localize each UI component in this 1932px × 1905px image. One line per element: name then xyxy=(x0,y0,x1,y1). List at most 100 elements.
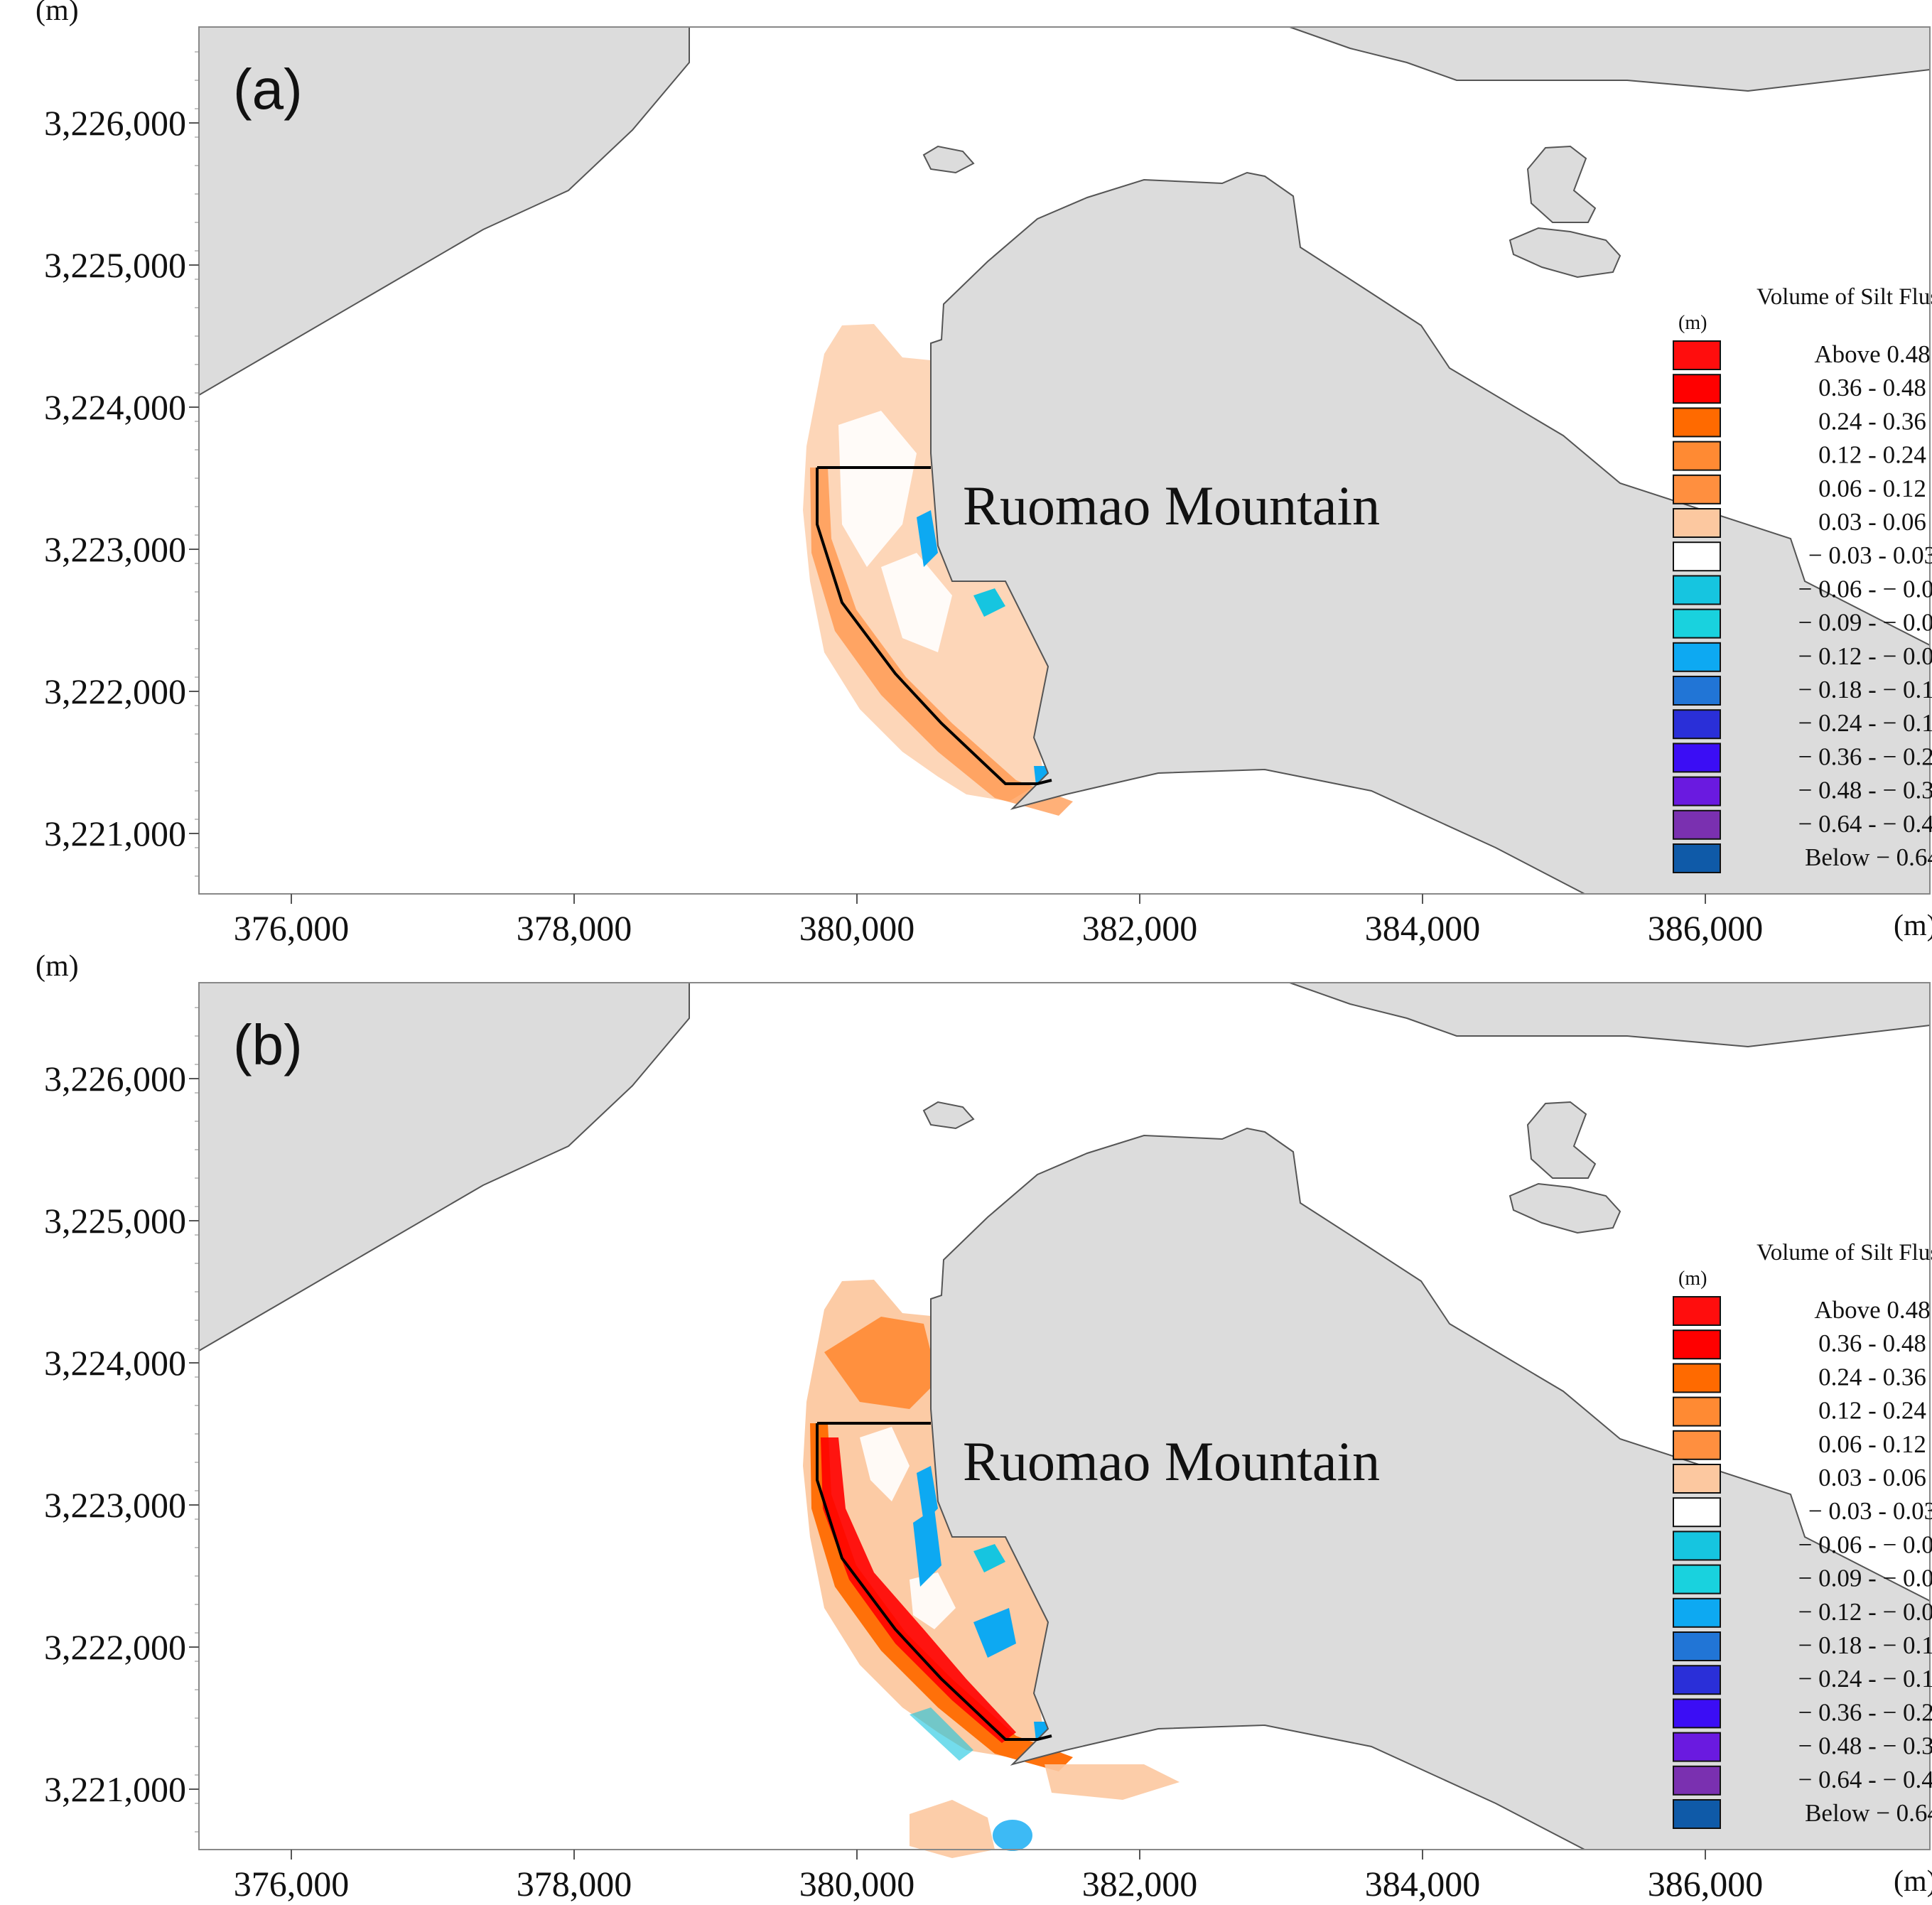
legend: Volume of Silt Flushing (m) Above 0.48 0.36… xyxy=(1673,284,1932,873)
legend-swatch xyxy=(1673,407,1721,438)
legend-label: 0.12 - 0.24 xyxy=(1818,441,1926,469)
legend-label: − 0.18 - − 0.12 xyxy=(1798,1631,1932,1659)
legend-title: Volume of Silt Flushing xyxy=(1756,1240,1932,1265)
legend-swatch xyxy=(1673,642,1721,672)
legend-unit: (m) xyxy=(1678,1268,1707,1290)
island-east xyxy=(1526,145,1597,223)
y-unit-label: (m) xyxy=(36,950,79,983)
panel-label: (a) xyxy=(233,58,303,121)
island-southeast xyxy=(1509,227,1621,279)
plume-east-tail xyxy=(1045,1764,1180,1800)
legend-label: Below − 0.64 xyxy=(1805,843,1932,871)
legend-swatch xyxy=(1673,743,1721,773)
legend-swatch xyxy=(1673,1799,1721,1829)
y-tick-label: 3,222,000 xyxy=(44,671,186,711)
x-tick-label: 378,000 xyxy=(517,1864,632,1904)
legend-label: 0.36 - 0.48 xyxy=(1818,1329,1926,1357)
legend-swatch xyxy=(1673,608,1721,639)
y-tick-label: 3,223,000 xyxy=(44,1485,186,1525)
x-tick-label: 376,000 xyxy=(234,1864,350,1904)
silt-plume xyxy=(803,324,1073,816)
erosion-patch-5 xyxy=(973,1608,1016,1658)
legend-label: 0.06 - 0.12 xyxy=(1818,475,1926,502)
map-frame xyxy=(198,26,1931,895)
x-tick-label: 386,000 xyxy=(1648,1864,1764,1904)
x-unit-label: (m) xyxy=(1894,1865,1932,1898)
legend-swatch xyxy=(1673,441,1721,471)
map-panel-a: (a) Ruomao Mountain 3,226,000 3,225,000 3,22… xyxy=(36,0,1932,948)
island-east xyxy=(1526,1101,1597,1179)
y-unit-label: (m) xyxy=(36,0,79,27)
legend-unit: (m) xyxy=(1678,312,1707,334)
y-tick-label: 3,223,000 xyxy=(44,529,186,569)
legend-swatch xyxy=(1673,374,1721,404)
legend-swatch xyxy=(1673,1430,1721,1460)
legend-label: − 0.36 - − 0.24 xyxy=(1798,743,1932,770)
x-tick-label: 376,000 xyxy=(234,908,350,948)
legend-swatch xyxy=(1673,1464,1721,1494)
legend-swatch xyxy=(1673,1597,1721,1628)
legend-label: Below − 0.64 xyxy=(1805,1799,1932,1827)
island-small xyxy=(922,1101,975,1130)
legend-swatch xyxy=(1673,575,1721,605)
x-tick-label: 380,000 xyxy=(799,908,915,948)
legend-swatch xyxy=(1673,709,1721,740)
levee-west xyxy=(816,468,1052,785)
legend-swatch xyxy=(1673,1698,1721,1729)
legend-label: 0.24 - 0.36 xyxy=(1818,1363,1926,1391)
legend-swatch xyxy=(1673,340,1721,370)
legend-label: − 0.12 - − 0.09 xyxy=(1798,1598,1932,1626)
land-northwest xyxy=(198,26,690,396)
legend-swatch xyxy=(1673,1296,1721,1326)
legend-label: 0.12 - 0.24 xyxy=(1818,1397,1926,1425)
legend-label: 0.03 - 0.06 xyxy=(1818,1464,1926,1491)
y-tick-label: 3,226,000 xyxy=(44,1059,186,1099)
legend-swatch xyxy=(1673,1363,1721,1393)
legend-label: − 0.09 - − 0.06 xyxy=(1798,609,1932,637)
x-tick-label: 386,000 xyxy=(1648,908,1764,948)
legend-swatch xyxy=(1673,1665,1721,1695)
plume-deposition-band xyxy=(810,468,1073,816)
y-tick-label: 3,225,000 xyxy=(44,245,186,285)
erosion-patch-4 xyxy=(913,1509,941,1587)
plume-south-erosion xyxy=(993,1820,1032,1851)
legend-label: 0.03 - 0.06 xyxy=(1818,508,1926,536)
x-unit-label: (m) xyxy=(1894,910,1932,942)
erosion-patch-1 xyxy=(917,1466,938,1523)
legend-swatch xyxy=(1673,1497,1721,1528)
legend-label: − 0.24 - − 0.18 xyxy=(1798,1665,1932,1693)
plume-south-blob xyxy=(910,1800,995,1858)
x-tick-label: 380,000 xyxy=(799,1864,915,1904)
legend-label: − 0.12 - − 0.09 xyxy=(1798,642,1932,670)
legend-label: − 0.06 - − 0.03 xyxy=(1798,1531,1932,1558)
legend-label: − 0.03 - 0.03 xyxy=(1808,541,1932,569)
legend-swatch xyxy=(1673,541,1721,572)
silt-plume xyxy=(803,1280,1180,1858)
legend-label: 0.24 - 0.36 xyxy=(1818,407,1926,435)
map-frame xyxy=(198,982,1931,1850)
legend-label: − 0.64 - − 0.48 xyxy=(1798,810,1932,838)
y-tick-label: 3,225,000 xyxy=(44,1201,186,1241)
legend-swatch xyxy=(1673,1329,1721,1360)
legend-swatch xyxy=(1673,1396,1721,1427)
legend-swatch xyxy=(1673,776,1721,806)
legend-label: − 0.24 - − 0.18 xyxy=(1798,709,1932,737)
plume-north-lobe xyxy=(824,1317,938,1409)
plume-neutral-patch-1 xyxy=(881,553,952,652)
legend-swatch xyxy=(1673,474,1721,504)
y-tick-label: 3,221,000 xyxy=(44,1769,186,1809)
legend-label: Above 0.48 xyxy=(1814,340,1930,368)
place-label-ruomao-mountain: Ruomao Mountain xyxy=(963,1430,1380,1492)
legend-label: − 0.64 - − 0.48 xyxy=(1798,1766,1932,1793)
legend-swatch xyxy=(1673,1765,1721,1796)
y-tick-label: 3,221,000 xyxy=(44,814,186,853)
legend-label: − 0.09 - − 0.06 xyxy=(1798,1565,1932,1592)
x-tick-label: 382,000 xyxy=(1082,1864,1198,1904)
y-tick-label: 3,222,000 xyxy=(44,1627,186,1667)
x-tick-label: 384,000 xyxy=(1365,908,1481,948)
legend-title: Volume of Silt Flushing xyxy=(1756,284,1932,310)
legend-swatch xyxy=(1673,1631,1721,1661)
legend-label: − 0.36 - − 0.24 xyxy=(1798,1698,1932,1726)
place-label-ruomao-mountain: Ruomao Mountain xyxy=(963,475,1380,536)
